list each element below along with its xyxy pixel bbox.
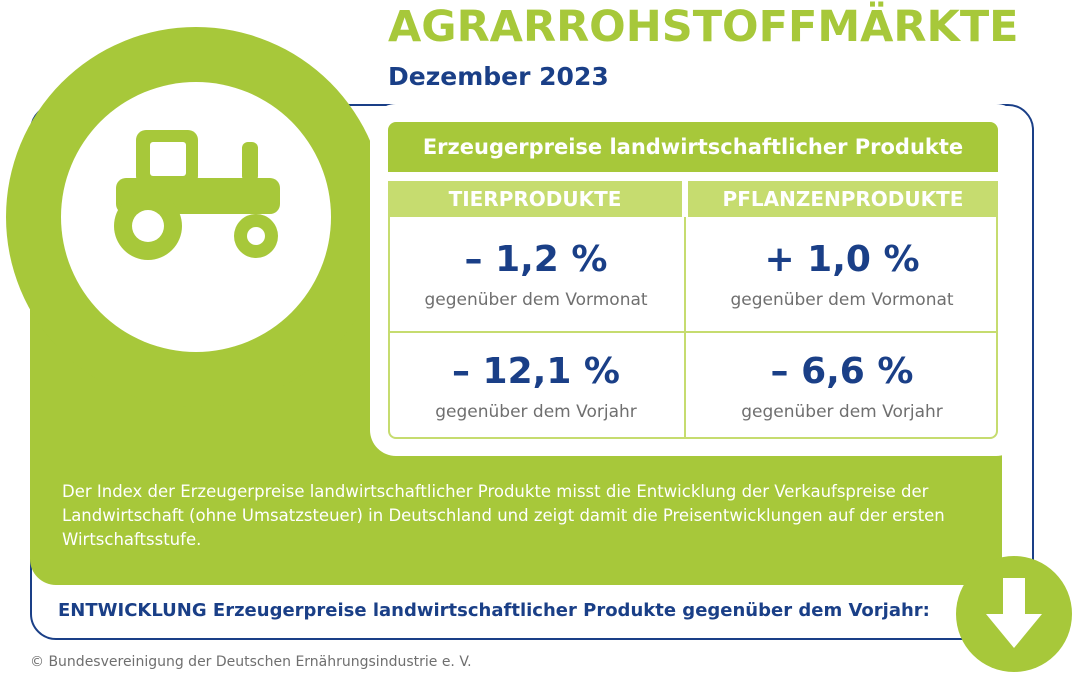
page-subtitle: Dezember 2023 [388, 62, 609, 91]
cell-value: – 6,6 % [770, 351, 914, 392]
table-grid [388, 217, 998, 439]
description-text: Der Index der Erzeugerpreise landwirtsch… [62, 482, 945, 549]
page-title: AGRARROHSTOFFMÄRKTE [388, 2, 1019, 52]
cell-value: – 1,2 % [464, 239, 608, 280]
tractor-icon [114, 130, 280, 260]
table-cell: – 12,1 % gegenüber dem Vorjahr [388, 352, 684, 424]
cell-label: gegenüber dem Vormonat [424, 290, 648, 310]
column-header-animal: TIERPRODUKTE [388, 181, 682, 217]
cell-label: gegenüber dem Vorjahr [435, 402, 637, 422]
cell-label: gegenüber dem Vormonat [730, 290, 954, 310]
table-title: Erzeugerpreise landwirtschaftlicher Prod… [388, 122, 998, 172]
table-cell: – 1,2 % gegenüber dem Vormonat [388, 240, 684, 312]
cell-value: + 1,0 % [764, 239, 920, 280]
table-cell: + 1,0 % gegenüber dem Vormonat [686, 240, 998, 312]
copyright-footer: © Bundesvereinigung der Deutschen Ernähr… [30, 654, 472, 670]
arrow-down-icon [986, 578, 1042, 648]
development-label: ENTWICKLUNG Erzeugerpreise landwirtschaf… [58, 600, 930, 621]
table-divider-horizontal [388, 331, 998, 333]
cell-value: – 12,1 % [452, 351, 620, 392]
icon-circle-inner [61, 82, 331, 352]
table-cell: – 6,6 % gegenüber dem Vorjahr [686, 352, 998, 424]
column-header-plant: PFLANZENPRODUKTE [688, 181, 998, 217]
table-divider-vertical [684, 217, 686, 439]
cell-label: gegenüber dem Vorjahr [741, 402, 943, 422]
